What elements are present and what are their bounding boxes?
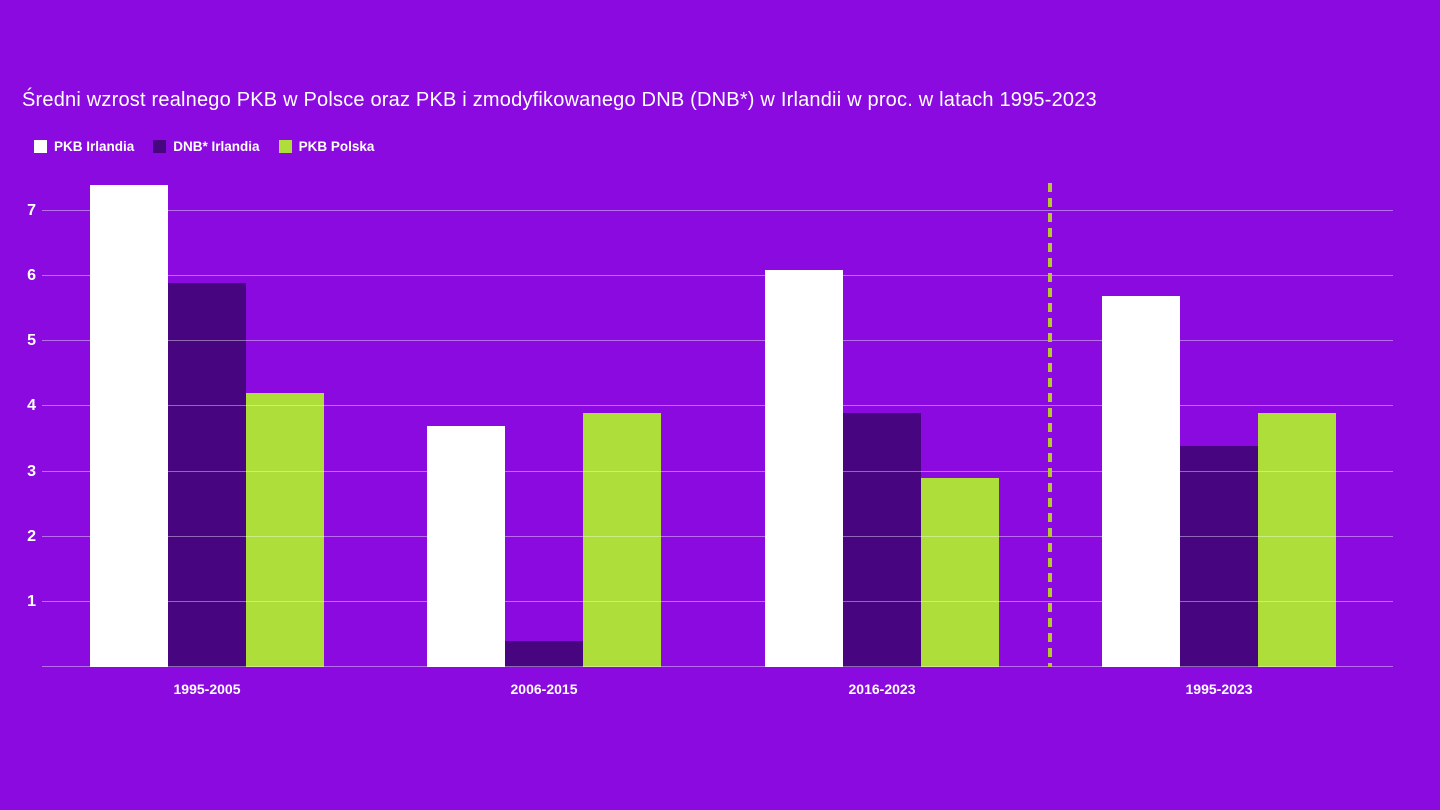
legend-item-pkb-irlandia: PKB Irlandia bbox=[34, 139, 134, 154]
bar-pkb-irlandia-2016-2023 bbox=[765, 270, 843, 667]
bar-pkb-polska-2016-2023 bbox=[921, 478, 999, 667]
y-axis-label-6: 6 bbox=[27, 267, 36, 284]
legend-label-pkb-polska: PKB Polska bbox=[298, 139, 375, 154]
x-axis-label-1995-2005: 1995-2005 bbox=[173, 681, 241, 697]
bar-group-1995-2005 bbox=[90, 185, 324, 667]
bar-pkb-irlandia-1995-2023 bbox=[1102, 296, 1180, 667]
y-axis-label-7: 7 bbox=[27, 202, 36, 219]
legend-label-dnb-irlandia: DNB* Irlandia bbox=[173, 139, 260, 154]
y-axis-label-2: 2 bbox=[27, 528, 36, 545]
bar-pkb-polska-1995-2005 bbox=[246, 393, 324, 667]
y-axis-label-1: 1 bbox=[27, 593, 36, 610]
period-separator-dashed-line bbox=[1048, 183, 1052, 667]
legend: PKB Irlandia DNB* Irlandia PKB Polska bbox=[34, 139, 374, 154]
legend-swatch-pkb-irlandia bbox=[34, 140, 47, 153]
bar-pkb-irlandia-2006-2015 bbox=[427, 426, 505, 667]
bar-dnb-irlandia-1995-2005 bbox=[168, 283, 246, 667]
legend-label-pkb-irlandia: PKB Irlandia bbox=[54, 139, 135, 154]
legend-item-pkb-polska: PKB Polska bbox=[278, 139, 375, 154]
bar-group-2006-2015 bbox=[427, 413, 661, 667]
y-axis-label-3: 3 bbox=[27, 463, 36, 480]
legend-item-dnb-irlandia: DNB* Irlandia bbox=[153, 139, 260, 154]
bar-pkb-polska-2006-2015 bbox=[583, 413, 661, 667]
bar-dnb-irlandia-2006-2015 bbox=[505, 641, 583, 667]
legend-swatch-pkb-polska bbox=[278, 140, 292, 153]
legend-swatch-dnb-irlandia bbox=[153, 140, 167, 153]
x-axis-label-2016-2023: 2016-2023 bbox=[848, 681, 916, 697]
x-axis-label-2006-2015: 2006-2015 bbox=[510, 681, 578, 697]
bar-dnb-irlandia-1995-2023 bbox=[1180, 446, 1258, 667]
y-axis-label-5: 5 bbox=[27, 332, 36, 349]
plot-area bbox=[42, 183, 1393, 667]
bar-group-1995-2023 bbox=[1102, 296, 1336, 667]
chart-title: Średni wzrost realnego PKB w Polsce oraz… bbox=[22, 89, 1097, 111]
y-axis-label-4: 4 bbox=[27, 397, 36, 414]
bar-dnb-irlandia-2016-2023 bbox=[843, 413, 921, 667]
x-axis-label-1995-2023: 1995-2023 bbox=[1185, 681, 1253, 697]
bar-pkb-polska-1995-2023 bbox=[1258, 413, 1336, 667]
bar-group-2016-2023 bbox=[765, 270, 999, 667]
bar-pkb-irlandia-1995-2005 bbox=[90, 185, 168, 667]
